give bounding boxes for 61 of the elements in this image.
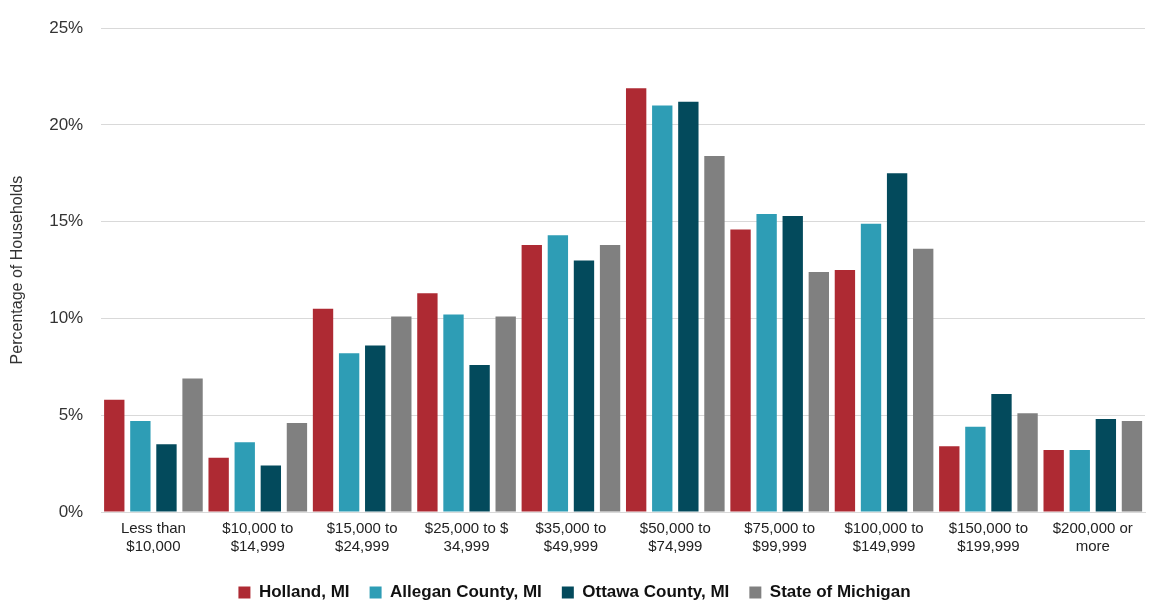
bar bbox=[286, 422, 308, 512]
bar bbox=[312, 308, 334, 512]
y-tick-label: 15% bbox=[49, 211, 84, 231]
y-tick-label: 10% bbox=[49, 308, 84, 328]
bar bbox=[260, 465, 282, 512]
bar bbox=[338, 353, 360, 512]
bar bbox=[104, 399, 125, 512]
bar bbox=[678, 101, 699, 512]
x-tick-label: $15,000 to $24,999 bbox=[326, 519, 398, 555]
x-tick-label: Less than $10,000 bbox=[120, 519, 186, 555]
y-tick-label: 20% bbox=[49, 114, 84, 134]
bar bbox=[1095, 419, 1117, 512]
x-tick-label: $50,000 to $74,999 bbox=[639, 519, 711, 555]
bar bbox=[208, 457, 229, 512]
bar bbox=[365, 345, 386, 512]
bar bbox=[521, 244, 542, 512]
bar bbox=[391, 316, 412, 512]
bar bbox=[234, 442, 255, 512]
bar bbox=[991, 393, 1012, 512]
bar bbox=[599, 244, 621, 512]
y-tick-label: 25% bbox=[49, 17, 84, 37]
bar bbox=[1069, 450, 1090, 512]
x-tick-label: $35,000 to $49,999 bbox=[535, 519, 607, 555]
bar bbox=[1017, 413, 1038, 512]
bar bbox=[652, 105, 673, 512]
bar bbox=[756, 213, 777, 512]
bar bbox=[495, 316, 516, 512]
legend-label: Holland, MI bbox=[258, 582, 350, 602]
bar bbox=[782, 215, 803, 512]
x-tick-label: $10,000 to $14,999 bbox=[222, 519, 294, 555]
bar bbox=[573, 260, 595, 512]
bar bbox=[704, 155, 725, 512]
bar bbox=[182, 378, 203, 512]
bar bbox=[939, 446, 960, 512]
bar bbox=[965, 426, 986, 512]
legend-label: Allegan County, MI bbox=[390, 582, 542, 602]
bar bbox=[130, 421, 151, 512]
x-tick-label: $25,000 to $ 34,999 bbox=[424, 519, 509, 555]
legend-label: State of Michigan bbox=[769, 582, 911, 602]
bar bbox=[860, 223, 882, 512]
x-tick-label: $75,000 to $99,999 bbox=[744, 519, 816, 555]
bar bbox=[808, 272, 829, 512]
bar bbox=[834, 270, 856, 512]
bar bbox=[1121, 421, 1143, 512]
bar bbox=[547, 235, 569, 512]
bar bbox=[1043, 450, 1064, 512]
y-tick-label: 5% bbox=[58, 404, 84, 424]
y-tick-label: 0% bbox=[58, 501, 84, 521]
bar bbox=[730, 229, 751, 512]
legend-label: Ottawa County, MI bbox=[582, 582, 730, 602]
x-tick-label: $100,000 to $149,999 bbox=[844, 519, 924, 555]
bar bbox=[886, 173, 908, 512]
bar bbox=[469, 364, 490, 512]
bar bbox=[913, 248, 934, 512]
bar bbox=[417, 293, 438, 512]
x-tick-label: $150,000 to $199,999 bbox=[948, 519, 1029, 555]
bar bbox=[156, 444, 177, 512]
bar bbox=[443, 314, 464, 512]
y-axis-title: Percentage of Households bbox=[8, 175, 26, 365]
bar bbox=[625, 88, 647, 512]
x-tick-label: $200,000 or more bbox=[1052, 519, 1133, 555]
